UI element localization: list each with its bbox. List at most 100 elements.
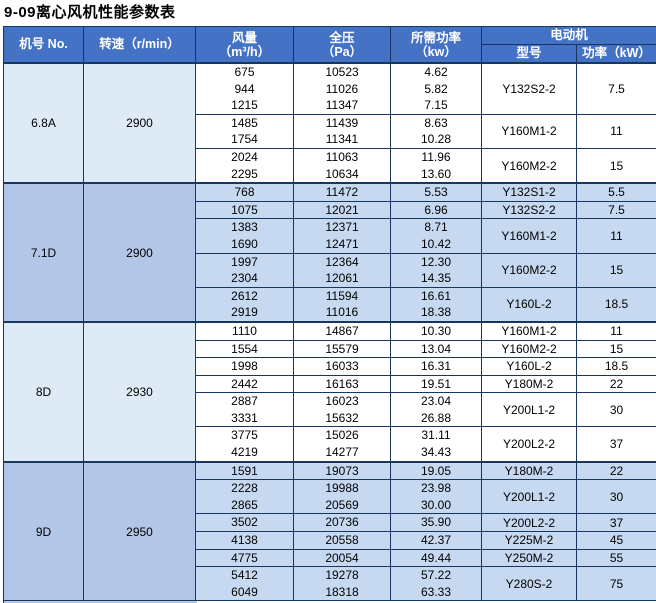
flow-cell-value: 1690 — [231, 236, 258, 251]
flow-cell-value: 944 — [234, 81, 255, 96]
motor-power-cell: 15 — [575, 252, 656, 288]
pressure-cell-value: 15579 — [325, 341, 359, 356]
required-power-cell: 5.53 — [390, 182, 482, 202]
flow-cell-value: 2295 — [231, 166, 258, 181]
required-power-cell: 12.30 14.35 — [390, 252, 482, 288]
motor-model-cell: Y250M-2 — [481, 548, 577, 568]
motor-model-cell: Y132S2-2 — [481, 61, 577, 115]
table-row: 2442 16163 19.51 Y180M-2 22 — [4, 374, 656, 394]
required-power-cell: 6.96 — [390, 200, 482, 220]
flow-cell-value: 2887 — [231, 394, 258, 409]
header-machine-no: 机号 No. — [3, 26, 84, 64]
pressure-cell-value: 11472 — [325, 185, 359, 200]
required-power-cell-value: 4.62 — [424, 65, 448, 79]
table-row: 9D 2950 1591 19073 19.05 Y180M-2 22 — [3, 460, 656, 602]
required-power-cell-value: 16.61 — [420, 288, 452, 303]
required-power-cell-value: 10.30 — [420, 323, 452, 338]
flow-cell: 4775 — [195, 548, 294, 568]
required-power-cell: 16.31 — [390, 357, 482, 376]
required-power-cell-value: 63.33 — [420, 584, 452, 599]
pressure-cell-value: 12061 — [325, 271, 359, 286]
pressure-cell-value: 20054 — [325, 550, 359, 565]
flow-cell-value: 1998 — [231, 359, 258, 374]
machine-no-cell: 6.8A — [3, 61, 84, 184]
table-row: 1997 2304 12364 12061 12.30 14.35 Y160M2-2 15 — [4, 252, 656, 288]
table-row: 6.8A 2900 675 944 1215 10523 11026 11347 4.62 5.8… — [3, 61, 656, 184]
speed-cell: 2950 — [83, 460, 196, 602]
required-power-cell: 11.96 13.60 — [390, 147, 482, 184]
required-power-cell: 13.04 — [390, 339, 482, 359]
pressure-cell: 15026 14277 — [293, 426, 391, 463]
flow-cell-value: 2919 — [231, 305, 258, 320]
pressure-cell-value: 12364 — [325, 254, 359, 269]
pressure-cell-value: 19988 — [325, 481, 359, 496]
flow-cell: 768 — [195, 182, 294, 202]
flow-cell: 1383 1690 — [195, 218, 294, 254]
required-power-cell-value: 6.96 — [424, 202, 448, 217]
flow-cell-value: 2442 — [231, 376, 258, 391]
pressure-cell-value: 15632 — [325, 410, 359, 425]
required-power-cell-value: 16.31 — [420, 359, 452, 374]
flow-cell-value: 4219 — [231, 445, 258, 460]
pressure-cell-value: 12371 — [325, 220, 359, 235]
pressure-cell: 11439 11341 — [293, 113, 391, 149]
pressure-cell-value: 19278 — [325, 568, 359, 583]
flow-cell-value: 1485 — [231, 115, 258, 130]
motor-power-cell: 30 — [575, 392, 656, 428]
flow-cell: 2887 3331 — [195, 392, 294, 428]
flow-cell: 2612 2919 — [195, 286, 294, 323]
table-row: 5412 6049 19278 18318 57.22 63.33 Y280S-2 75 — [4, 566, 656, 602]
pressure-cell-value: 16163 — [325, 376, 359, 391]
header-pressure: 全压 （Pa） — [293, 26, 391, 64]
required-power-cell: 31.11 34.43 — [390, 426, 482, 463]
pressure-cell: 14867 — [293, 320, 391, 341]
motor-power-cell: 18.5 — [575, 357, 656, 376]
pressure-cell-value: 11026 — [325, 81, 359, 96]
flow-cell: 1997 2304 — [195, 252, 294, 288]
header-pressure-line2: （Pa） — [321, 44, 363, 59]
motor-model-cell: Y180M-2 — [481, 374, 577, 394]
header-required-power-line2: （kw） — [415, 44, 457, 59]
fan-performance-table: 机号 No. 转速（r/min） 风量 （m³/h） 全压 （Pa） 所需功率 … — [3, 26, 656, 602]
required-power-cell-value: 10.28 — [420, 132, 452, 147]
flow-cell-value: 2612 — [231, 288, 258, 303]
required-power-cell-value: 26.88 — [420, 410, 452, 425]
motor-model-cell: Y200L2-2 — [481, 513, 577, 533]
required-power-cell-value: 14.35 — [420, 271, 452, 286]
motor-model-cell: Y160M1-2 — [481, 113, 577, 149]
pressure-cell-value: 11439 — [325, 115, 359, 130]
required-power-cell-value: 34.43 — [420, 445, 452, 460]
flow-cell: 2228 2865 — [195, 479, 294, 515]
pressure-cell-value: 11594 — [325, 288, 359, 303]
required-power-cell-value: 23.04 — [420, 394, 452, 409]
header-required-power-line1: 所需功率 — [410, 30, 461, 45]
required-power-cell-value: 19.05 — [420, 463, 452, 478]
header-motor-power: 功率（kW） — [575, 44, 656, 64]
required-power-cell-value: 23.98 — [420, 481, 452, 496]
flow-cell-value: 768 — [234, 185, 255, 200]
required-power-cell-value: 30.00 — [420, 497, 452, 512]
motor-model-cell: Y160L-2 — [481, 286, 577, 323]
motor-model-cell: Y160M2-2 — [481, 147, 577, 184]
flow-cell: 1110 — [195, 320, 294, 341]
flow-cell: 1485 1754 — [195, 113, 294, 149]
table-row: 3502 20736 35.90 Y200L2-2 37 — [4, 513, 656, 533]
table-row: 4775 20054 49.44 Y250M-2 55 — [4, 548, 656, 568]
pressure-cell-value: 10634 — [325, 166, 359, 181]
flow-cell: 3502 — [195, 513, 294, 533]
pressure-cell-value: 20569 — [325, 497, 359, 512]
flow-cell-value: 1754 — [231, 132, 258, 147]
motor-power-cell: 18.5 — [575, 286, 656, 323]
motor-model-cell: Y280S-2 — [481, 566, 577, 602]
flow-cell-value: 1215 — [231, 98, 258, 113]
flow-cell-value: 4775 — [231, 550, 258, 565]
required-power-cell: 42.37 — [390, 531, 482, 550]
motor-power-cell: 75 — [575, 566, 656, 602]
motor-power-cell: 15 — [575, 339, 656, 359]
pressure-cell-value: 16033 — [325, 359, 359, 374]
pressure-cell-value: 11063 — [325, 149, 359, 164]
required-power-cell: 16.61 18.38 — [390, 286, 482, 323]
flow-cell-value: 1075 — [231, 202, 258, 217]
motor-power-cell: 37 — [575, 426, 656, 463]
